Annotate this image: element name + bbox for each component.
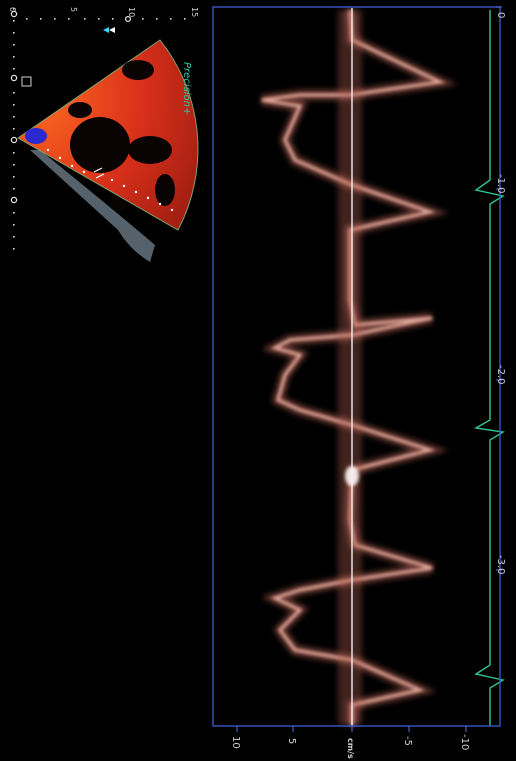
time-axis-labels: 0 -1.0 -2.0 -3.0: [495, 12, 506, 575]
spectral-frame: [212, 6, 501, 727]
doppler-spectrum-fill: [338, 10, 362, 725]
velocity-axis-ticks: [236, 726, 467, 732]
depth-scale-rail: [13, 8, 15, 250]
orientation-marker-icon: [103, 27, 115, 33]
ecg-trace: [473, 10, 506, 726]
sector-scale-labels: 0 5 10 15: [8, 7, 199, 17]
velocity-unit-label: cm/s: [346, 738, 355, 759]
sector-blue-flow: [25, 128, 47, 144]
time-label-0: 0: [495, 12, 506, 18]
doppler-gate-cursor: [46, 148, 174, 212]
lateral-scale-rail: [26, 18, 186, 20]
brand-label: Precision+: [181, 62, 192, 115]
time-axis-ticks: [496, 6, 502, 571]
sector-dark-regions: [68, 60, 175, 211]
scale-label-15: 15: [190, 7, 199, 17]
time-label-1: -1.0: [495, 174, 506, 194]
velocity-label-5: 5: [286, 738, 297, 744]
lateral-scale-marks: [124, 15, 132, 23]
scale-label-0: 0: [8, 7, 17, 12]
sector-grayscale-edge: [30, 150, 155, 262]
doppler-gate-icon: [93, 167, 105, 179]
scale-label-5: 5: [69, 7, 78, 12]
roi-box-icon: [21, 76, 32, 87]
velocity-label-neg5: -5: [402, 736, 413, 746]
doppler-spectrum: [261, 9, 446, 725]
time-label-2: -2.0: [495, 365, 506, 385]
scale-label-10: 10: [127, 7, 136, 17]
time-label-3: -3.0: [495, 555, 506, 575]
velocity-label-10: 10: [230, 736, 241, 749]
depth-scale-marks: [10, 10, 18, 204]
spectral-doppler-panel: 0 -1.0 -2.0 -3.0 10 5 cm/s -5 -10: [212, 6, 506, 759]
color-doppler-sector: 0 5 10 15: [8, 7, 199, 262]
velocity-label-neg10: -10: [459, 734, 470, 750]
velocity-axis-labels: 10 5 cm/s -5 -10: [230, 734, 470, 759]
